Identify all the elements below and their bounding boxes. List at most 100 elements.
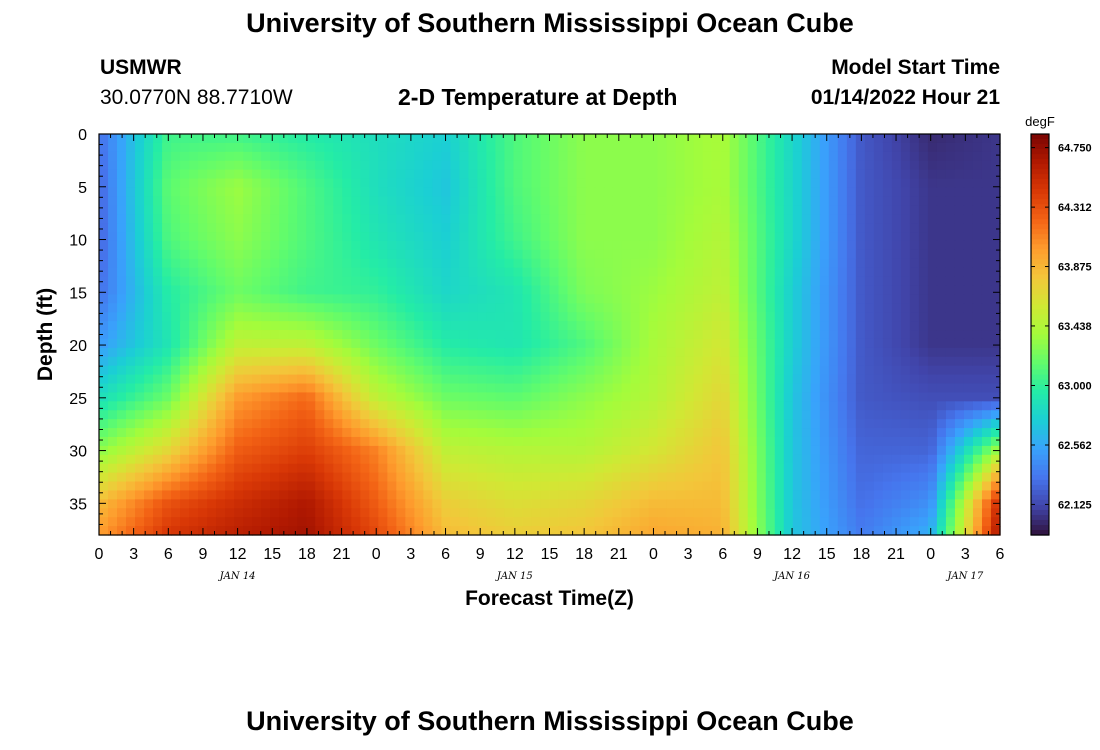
heatmap-cell [396,338,406,349]
heatmap-cell [792,321,803,331]
heatmap-cell [486,303,497,313]
heatmap-cell [801,499,812,509]
heatmap-cell [648,240,659,251]
heatmap-cell [855,205,866,215]
heatmap-cell [486,294,497,304]
heatmap-cell [909,508,920,518]
heatmap-cell [639,517,650,527]
heatmap-cell [882,481,893,492]
heatmap-cell [288,240,298,251]
colorbar-segment [1031,234,1049,240]
heatmap-cell [504,267,515,278]
heatmap-cell [801,428,812,438]
heatmap-cell [369,526,379,536]
heatmap-cell [648,508,659,518]
heatmap-cell [882,312,893,322]
heatmap-cell [270,160,280,171]
heatmap-cell [522,151,533,162]
heatmap-cell [315,321,325,331]
heatmap-cell [459,445,470,456]
heatmap-cell [108,276,118,287]
heatmap-cell [189,419,199,429]
heatmap-cell [99,508,109,518]
heatmap-cell [486,463,497,474]
heatmap-cell [513,490,524,500]
heatmap-cell [936,463,947,474]
heatmap-cell [234,187,244,197]
heatmap-cell [108,481,118,492]
heatmap-cell [324,445,334,456]
heatmap-cell [549,374,560,385]
heatmap-cell [351,303,361,313]
heatmap-cell [189,134,199,144]
heatmap-cell [981,526,992,536]
heatmap-cell [675,294,686,304]
heatmap-cell [576,401,587,411]
heatmap-cell [756,392,767,402]
heatmap-cell [333,160,343,171]
heatmap-cell [819,436,830,447]
heatmap-cell [198,321,208,331]
heatmap-cell [792,160,803,171]
heatmap-cell [945,134,956,144]
heatmap-cell [657,410,668,420]
heatmap-cell [99,285,109,295]
heatmap-cell [432,294,442,304]
heatmap-cell [144,428,154,438]
heatmap-cell [711,330,722,340]
heatmap-cell [360,151,370,162]
heatmap-cell [180,365,190,376]
heatmap-cell [504,436,515,447]
heatmap-cell [216,374,226,385]
heatmap-cell [189,232,199,242]
heatmap-cell [972,142,983,153]
heatmap-cell [342,142,352,153]
heatmap-cell [126,142,136,153]
heatmap-cell [171,338,181,349]
heatmap-cell [900,499,911,509]
heatmap-cell [738,490,749,500]
heatmap-cell [180,499,190,509]
heatmap-cell [468,356,479,367]
heatmap-cell [135,436,145,447]
heatmap-cell [486,223,497,233]
heatmap-cell [459,178,470,189]
heatmap-cell [756,481,767,492]
heatmap-cell [225,142,235,153]
heatmap-cell [567,481,578,492]
heatmap-cell [522,205,533,215]
heatmap-cell [99,401,109,411]
heatmap-cell [576,490,587,500]
heatmap-cell [243,285,253,295]
heatmap-cell [315,472,325,483]
heatmap-cell [900,454,911,465]
heatmap-cell [522,178,533,189]
heatmap-cell [468,151,479,162]
heatmap-cell [837,436,848,447]
heatmap-cell [918,338,929,349]
heatmap-cell [981,276,992,287]
heatmap-cell [387,374,397,385]
heatmap-cell [477,445,488,456]
heatmap-cell [621,526,632,536]
heatmap-cell [153,178,163,189]
heatmap-cell [126,294,136,304]
heatmap-cell [513,410,524,420]
heatmap-cell [729,285,740,295]
heatmap-cell [882,169,893,180]
heatmap-cell [126,526,136,536]
heatmap-cell [603,508,614,518]
heatmap-cell [882,214,893,224]
page-title: University of Southern Mississippi Ocean… [246,8,854,38]
heatmap-cell [333,134,343,144]
heatmap-cell [675,508,686,518]
heatmap-cell [666,374,677,385]
heatmap-cell [288,187,298,197]
heatmap-cell [261,428,271,438]
heatmap-cell [279,481,289,492]
heatmap-cell [936,356,947,367]
heatmap-cell [144,223,154,233]
heatmap-cell [189,392,199,402]
heatmap-cell [198,517,208,527]
heatmap-cell [225,151,235,162]
